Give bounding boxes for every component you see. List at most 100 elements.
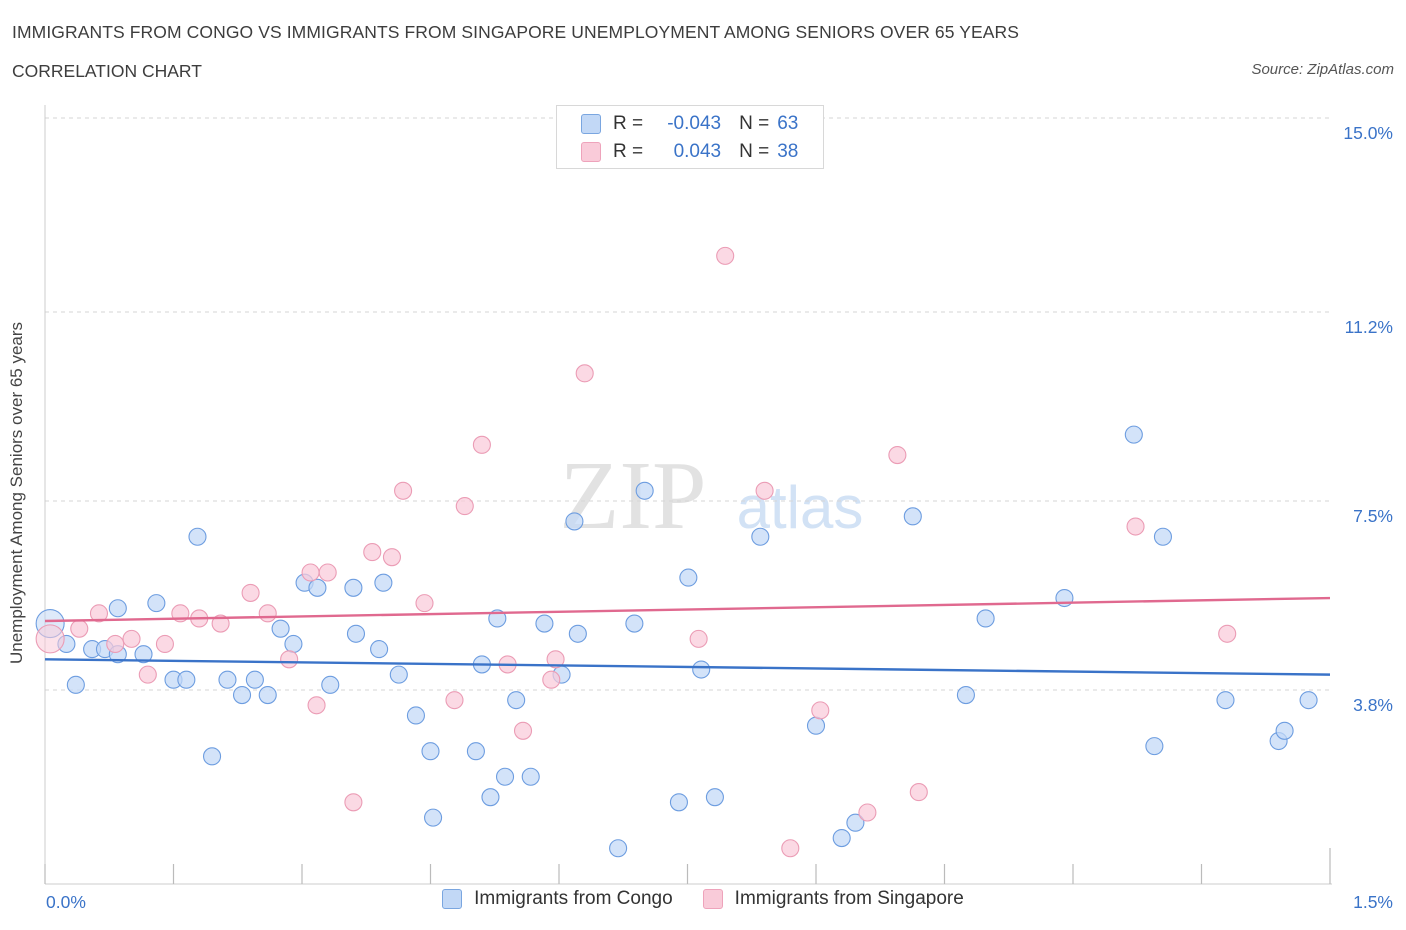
singapore-point [35,624,65,654]
x-tick-label: 1.5% [1353,892,1393,912]
singapore-point [546,650,565,669]
legend-n-label: N = [739,141,770,162]
congo-point [177,670,196,689]
singapore-point [513,721,533,740]
singapore-point [307,696,326,715]
singapore-trend-line [44,596,1331,623]
congo-point [679,568,698,587]
congo-point [956,686,975,705]
congo-point [568,624,587,643]
singapore-point [155,634,174,654]
source-credit: Source: ZipAtlas.com [1251,61,1394,78]
singapore-point [280,650,299,669]
congo-point [374,573,393,592]
singapore-point [211,614,230,633]
singapore-point [70,619,89,638]
singapore-point [755,481,774,500]
legend-item-congo[interactable]: Immigrants from Congo [442,888,673,910]
trend-lines [44,596,1331,676]
chart-subtitle: CORRELATION CHART [12,61,202,81]
congo-point [147,594,166,613]
legend-r-value: 0.043 [673,141,722,162]
y-tick-label: 3.8% [1353,695,1393,715]
singapore-point [89,604,109,623]
singapore-point [455,497,474,516]
singapore-point [301,563,320,582]
congo-point [321,675,340,694]
singapore-point [575,364,594,383]
congo-point [271,619,290,638]
singapore-point [716,246,735,265]
singapore-point [382,548,402,567]
singapore-point [445,691,464,710]
congo-point [218,670,237,689]
congo-point [806,716,826,735]
watermark: ZIP atlas [560,442,864,550]
congo-point [188,527,207,546]
singapore-point [542,670,561,689]
congo-point [389,665,408,684]
congo-point [424,808,443,827]
legend-item-singapore[interactable]: Immigrants from Singapore [702,888,964,910]
singapore-point [363,543,382,562]
singapore-point [858,803,877,822]
congo-point [521,767,540,786]
y-tick-label: 15.0% [1343,123,1393,143]
legend-label-congo: Immigrants from Congo [474,888,673,909]
legend-row-singapore: R = 0.043 N = 38 [581,140,798,164]
congo-point [1216,691,1235,710]
congo-point [466,742,485,761]
congo-point [421,742,440,761]
congo-point [976,609,995,628]
congo-point [346,624,366,643]
congo-point [481,788,500,807]
congo-point [635,481,654,500]
singapore-point [888,445,907,465]
singapore-point [1126,517,1145,536]
congo-point [232,686,252,705]
legend-swatch-congo [581,114,601,134]
series-legend: Immigrants from Congo Immigrants from Si… [0,888,1406,910]
congo-point [669,793,688,812]
tick-labels: 3.8% 7.5% 11.2% 15.0% 0.0% 1.5% [46,123,1393,912]
legend-row-congo: R = -0.043 N = 63 [581,112,798,136]
singapore-point [689,629,708,648]
congo-point [565,512,584,531]
singapore-point [415,594,434,613]
congo-point [1275,721,1294,740]
congo-point [245,670,264,689]
axes [44,105,1332,885]
singapore-point [909,783,928,802]
singapore-point [811,701,830,720]
singapore-point [318,563,337,582]
congo-point [535,614,554,633]
congo-point [108,599,127,618]
x-tick-label: 0.0% [46,892,86,912]
y-tick-label: 11.2% [1345,317,1393,337]
singapore-point [344,793,363,812]
congo-point [1145,737,1164,756]
congo-point [751,527,770,546]
legend-r-label: R = [613,113,644,134]
congo-trend-line [44,658,1331,676]
congo-point [903,507,922,526]
legend-swatch-singapore [581,142,601,162]
congo-point [1153,527,1172,546]
y-tick-label: 7.5% [1353,506,1393,526]
watermark-zip: ZIP [560,442,707,550]
legend-swatch-singapore [702,889,723,909]
congo-point [370,640,389,659]
legend-label-singapore: Immigrants from Singapore [734,888,964,909]
congo-point [692,660,711,679]
legend-r-value: -0.043 [667,113,722,134]
congo-point [203,747,222,766]
singapore-point [472,435,491,454]
singapore-point [106,634,125,654]
congo-point [406,706,425,725]
congo-point [344,578,363,597]
congo-point [1124,425,1143,444]
legend-n-label: N = [739,113,770,134]
stats-legend: R = -0.043 N = 63 R = 0.043 N = 38 [556,105,824,169]
congo-point [134,645,153,664]
